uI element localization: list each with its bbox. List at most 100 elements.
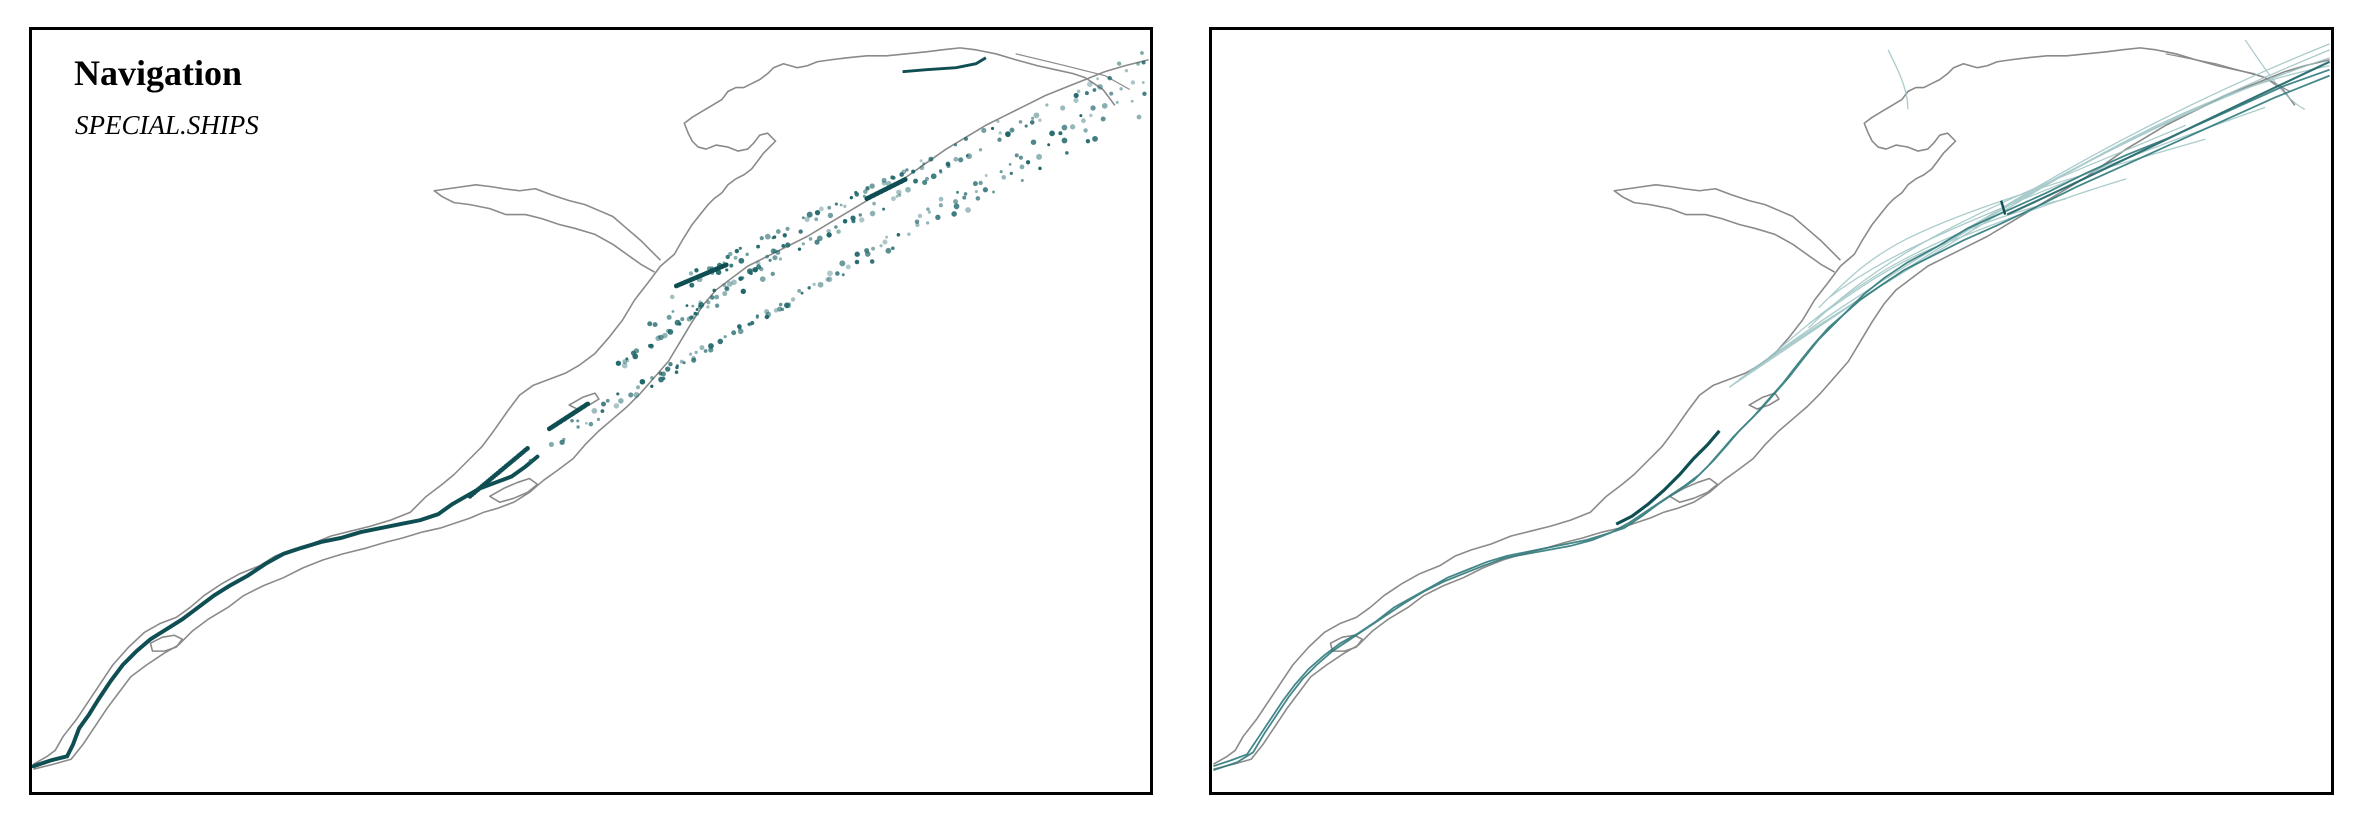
ship-point	[781, 244, 786, 248]
ship-point	[801, 216, 805, 220]
ship-point	[738, 257, 745, 264]
ship-point	[869, 210, 876, 217]
ship-point	[667, 329, 674, 335]
ship-point	[675, 364, 679, 368]
ship-point	[854, 192, 860, 197]
ship-point	[966, 153, 972, 160]
ship-point	[694, 350, 698, 354]
ship-point	[865, 186, 870, 191]
ship-point	[562, 437, 566, 442]
ship-point	[1089, 113, 1093, 118]
ship-point	[751, 268, 755, 272]
ship-point	[834, 202, 838, 206]
ship-point	[588, 421, 594, 427]
ship-point	[902, 177, 908, 182]
ship-point	[777, 306, 783, 312]
ship-point	[842, 219, 848, 224]
ship-point	[1005, 131, 1011, 138]
ship-point	[731, 279, 737, 286]
ship-point	[804, 216, 810, 222]
ship-point	[746, 268, 753, 275]
ship-point	[819, 206, 824, 212]
ship-point	[975, 196, 981, 201]
ship-point	[674, 370, 679, 374]
ship-point	[662, 332, 668, 339]
ship-point	[1019, 164, 1025, 170]
ship-point	[928, 156, 934, 162]
ship-point	[691, 357, 697, 363]
shoreline-island-upper	[1669, 477, 1719, 504]
ship-point	[666, 314, 672, 320]
ship-point	[728, 251, 733, 257]
ship-point	[748, 322, 753, 327]
ship-point	[905, 168, 909, 172]
ship-point	[764, 314, 770, 320]
ship-point	[930, 173, 937, 180]
ship-point	[836, 229, 841, 234]
ship-point	[639, 378, 646, 385]
ship-point	[576, 425, 580, 429]
ship-point	[693, 311, 698, 316]
ship-point	[770, 271, 775, 277]
ship-point	[786, 303, 792, 309]
ship-point	[756, 264, 762, 270]
ship-point	[780, 307, 785, 312]
ship-point	[738, 246, 742, 250]
ship-point	[755, 260, 761, 266]
ship-point	[984, 173, 988, 177]
ship-point	[981, 127, 987, 133]
ship-point	[800, 291, 804, 295]
ship-point	[699, 345, 705, 351]
ship-point	[869, 183, 875, 189]
ship-tracks-faint	[1728, 39, 2330, 388]
ship-point	[978, 148, 983, 152]
ship-point	[1061, 137, 1068, 144]
ship-point	[729, 263, 734, 268]
ship-point	[938, 169, 943, 173]
map-title: Navigation	[74, 53, 243, 93]
ship-point	[834, 225, 838, 229]
ship-point	[826, 232, 832, 238]
ship-point	[817, 281, 824, 288]
ship-point	[879, 244, 883, 248]
ship-point	[859, 217, 865, 223]
ship-point	[772, 235, 777, 239]
ship-point	[1073, 97, 1079, 104]
ship-point	[1069, 124, 1076, 130]
map-subtitle: SPECIAL.SHIPS	[75, 110, 259, 140]
ship-point	[899, 172, 904, 177]
shoreline-tributary	[433, 183, 662, 273]
ship-point	[1047, 143, 1051, 147]
ship-point	[1116, 61, 1122, 66]
ship-point	[759, 236, 764, 241]
ship-point	[784, 302, 790, 309]
ship-point	[1100, 116, 1106, 122]
ship-point	[924, 176, 930, 182]
ship-point	[613, 403, 620, 409]
ship-points-upstream	[32, 454, 540, 769]
ship-point	[827, 270, 833, 277]
ship-point	[596, 417, 601, 421]
shoreline-island-mid	[1748, 392, 1780, 410]
ship-point	[785, 226, 790, 231]
ship-point	[1018, 155, 1023, 160]
ship-point	[812, 282, 816, 286]
ship-point	[618, 398, 624, 404]
ship-point	[782, 233, 787, 238]
ship-point	[841, 273, 845, 277]
ship-point	[726, 281, 733, 287]
shoreline-island-lower	[1329, 634, 1364, 652]
ship-point	[953, 156, 959, 162]
ship-point	[689, 315, 694, 320]
ship-point	[1008, 162, 1012, 166]
ship-point	[1065, 151, 1069, 155]
shoreline-island-upper	[489, 477, 539, 504]
ship-point	[1038, 118, 1042, 122]
ship-point	[775, 249, 781, 255]
ship-point	[827, 205, 832, 210]
shoreline-north-bank	[32, 47, 1116, 765]
ship-point	[548, 441, 554, 448]
ship-point	[999, 170, 1003, 174]
ship-point	[615, 360, 622, 366]
ship-point	[827, 212, 834, 219]
